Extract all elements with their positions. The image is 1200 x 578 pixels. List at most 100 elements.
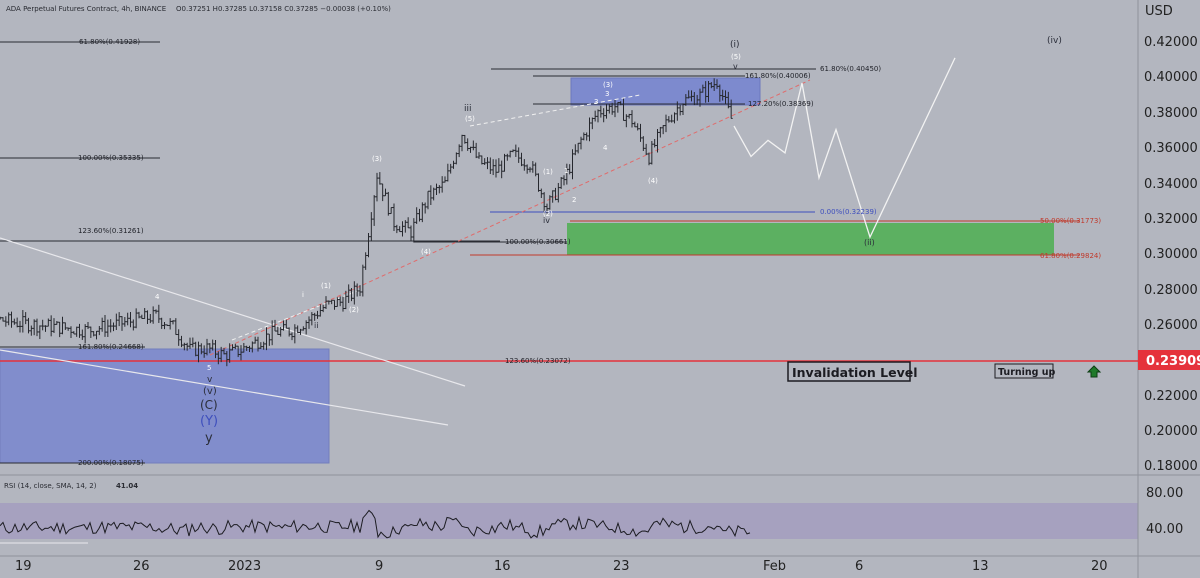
candle[interactable] xyxy=(463,134,467,144)
candle[interactable] xyxy=(559,176,563,189)
candle[interactable] xyxy=(250,341,254,353)
candle[interactable] xyxy=(715,79,719,89)
candle[interactable] xyxy=(296,325,300,334)
candle[interactable] xyxy=(41,319,45,331)
candle[interactable] xyxy=(457,144,461,158)
candle[interactable] xyxy=(588,117,591,142)
candle[interactable] xyxy=(304,320,308,335)
candle[interactable] xyxy=(401,221,404,237)
candle[interactable] xyxy=(301,326,305,331)
candle[interactable] xyxy=(395,224,399,234)
candle[interactable] xyxy=(517,147,521,163)
candle[interactable] xyxy=(29,325,33,336)
candle[interactable] xyxy=(236,345,240,358)
candle[interactable] xyxy=(177,329,181,346)
candle[interactable] xyxy=(273,319,277,332)
candle[interactable] xyxy=(647,152,651,166)
candle[interactable] xyxy=(123,317,127,327)
candle[interactable] xyxy=(35,318,39,337)
candle[interactable] xyxy=(675,101,679,121)
candle[interactable] xyxy=(403,220,407,233)
candle[interactable] xyxy=(483,158,487,165)
candle[interactable] xyxy=(242,342,246,353)
candle[interactable] xyxy=(327,300,331,305)
candle[interactable] xyxy=(585,132,589,141)
candle[interactable] xyxy=(307,316,311,329)
candle[interactable] xyxy=(602,108,606,123)
candle[interactable] xyxy=(97,326,101,336)
candle[interactable] xyxy=(86,321,90,330)
candle[interactable] xyxy=(613,99,617,118)
candle[interactable] xyxy=(667,116,671,123)
candle[interactable] xyxy=(112,322,115,332)
candle[interactable] xyxy=(75,326,79,337)
candle[interactable] xyxy=(27,317,30,334)
candle[interactable] xyxy=(630,110,634,128)
candle[interactable] xyxy=(361,264,365,297)
turning-up-annotation[interactable]: Turning up xyxy=(994,363,1056,379)
candle[interactable] xyxy=(208,343,212,354)
candle[interactable] xyxy=(83,324,87,344)
time-axis[interactable]: 19 26 2023 9 16 23 Feb 6 13 20 xyxy=(15,559,1108,574)
candle[interactable] xyxy=(1,317,5,322)
candles[interactable] xyxy=(0,78,733,367)
candle[interactable] xyxy=(415,207,419,224)
candle[interactable] xyxy=(160,317,164,329)
candle[interactable] xyxy=(624,114,628,128)
candle[interactable] xyxy=(182,342,186,351)
candle[interactable] xyxy=(265,327,268,351)
candle[interactable] xyxy=(392,203,396,232)
candle[interactable] xyxy=(313,312,317,321)
candle[interactable] xyxy=(452,160,455,169)
candle[interactable] xyxy=(500,160,504,179)
candle[interactable] xyxy=(443,176,447,183)
candle[interactable] xyxy=(718,84,722,102)
candle[interactable] xyxy=(551,190,555,203)
candle[interactable] xyxy=(692,92,696,106)
candle[interactable] xyxy=(355,283,359,297)
candle[interactable] xyxy=(633,121,637,128)
candle[interactable] xyxy=(599,105,603,118)
candle[interactable] xyxy=(137,311,141,319)
candle[interactable] xyxy=(571,149,574,180)
candle[interactable] xyxy=(211,339,215,351)
candle[interactable] xyxy=(418,208,421,222)
candle[interactable] xyxy=(134,308,138,329)
candle[interactable] xyxy=(454,152,458,165)
candle[interactable] xyxy=(49,315,53,337)
candle[interactable] xyxy=(117,312,121,327)
candle[interactable] xyxy=(330,299,334,305)
candle[interactable] xyxy=(202,345,206,358)
candle[interactable] xyxy=(698,88,702,107)
candle[interactable] xyxy=(491,159,495,176)
candle[interactable] xyxy=(157,304,161,323)
candle[interactable] xyxy=(165,324,169,327)
candle[interactable] xyxy=(522,159,526,171)
candle[interactable] xyxy=(486,157,489,170)
candle[interactable] xyxy=(607,104,611,114)
candle[interactable] xyxy=(605,104,608,119)
candle[interactable] xyxy=(644,143,648,155)
candle[interactable] xyxy=(712,78,716,91)
candle[interactable] xyxy=(80,329,84,340)
candle[interactable] xyxy=(460,134,464,152)
candle[interactable] xyxy=(103,315,107,337)
candle[interactable] xyxy=(63,322,67,330)
candle[interactable] xyxy=(143,308,147,320)
candle[interactable] xyxy=(412,218,416,243)
candle[interactable] xyxy=(335,297,339,307)
candle[interactable] xyxy=(650,141,654,165)
candle[interactable] xyxy=(146,310,149,325)
candle[interactable] xyxy=(140,314,144,320)
candle[interactable] xyxy=(446,163,450,182)
candle[interactable] xyxy=(435,183,438,195)
candle[interactable] xyxy=(508,150,512,158)
candle[interactable] xyxy=(114,313,118,330)
candle[interactable] xyxy=(531,161,535,173)
candle[interactable] xyxy=(95,330,98,340)
candle[interactable] xyxy=(474,142,478,159)
candle[interactable] xyxy=(69,326,73,338)
candle[interactable] xyxy=(293,324,297,344)
candle[interactable] xyxy=(505,153,509,161)
